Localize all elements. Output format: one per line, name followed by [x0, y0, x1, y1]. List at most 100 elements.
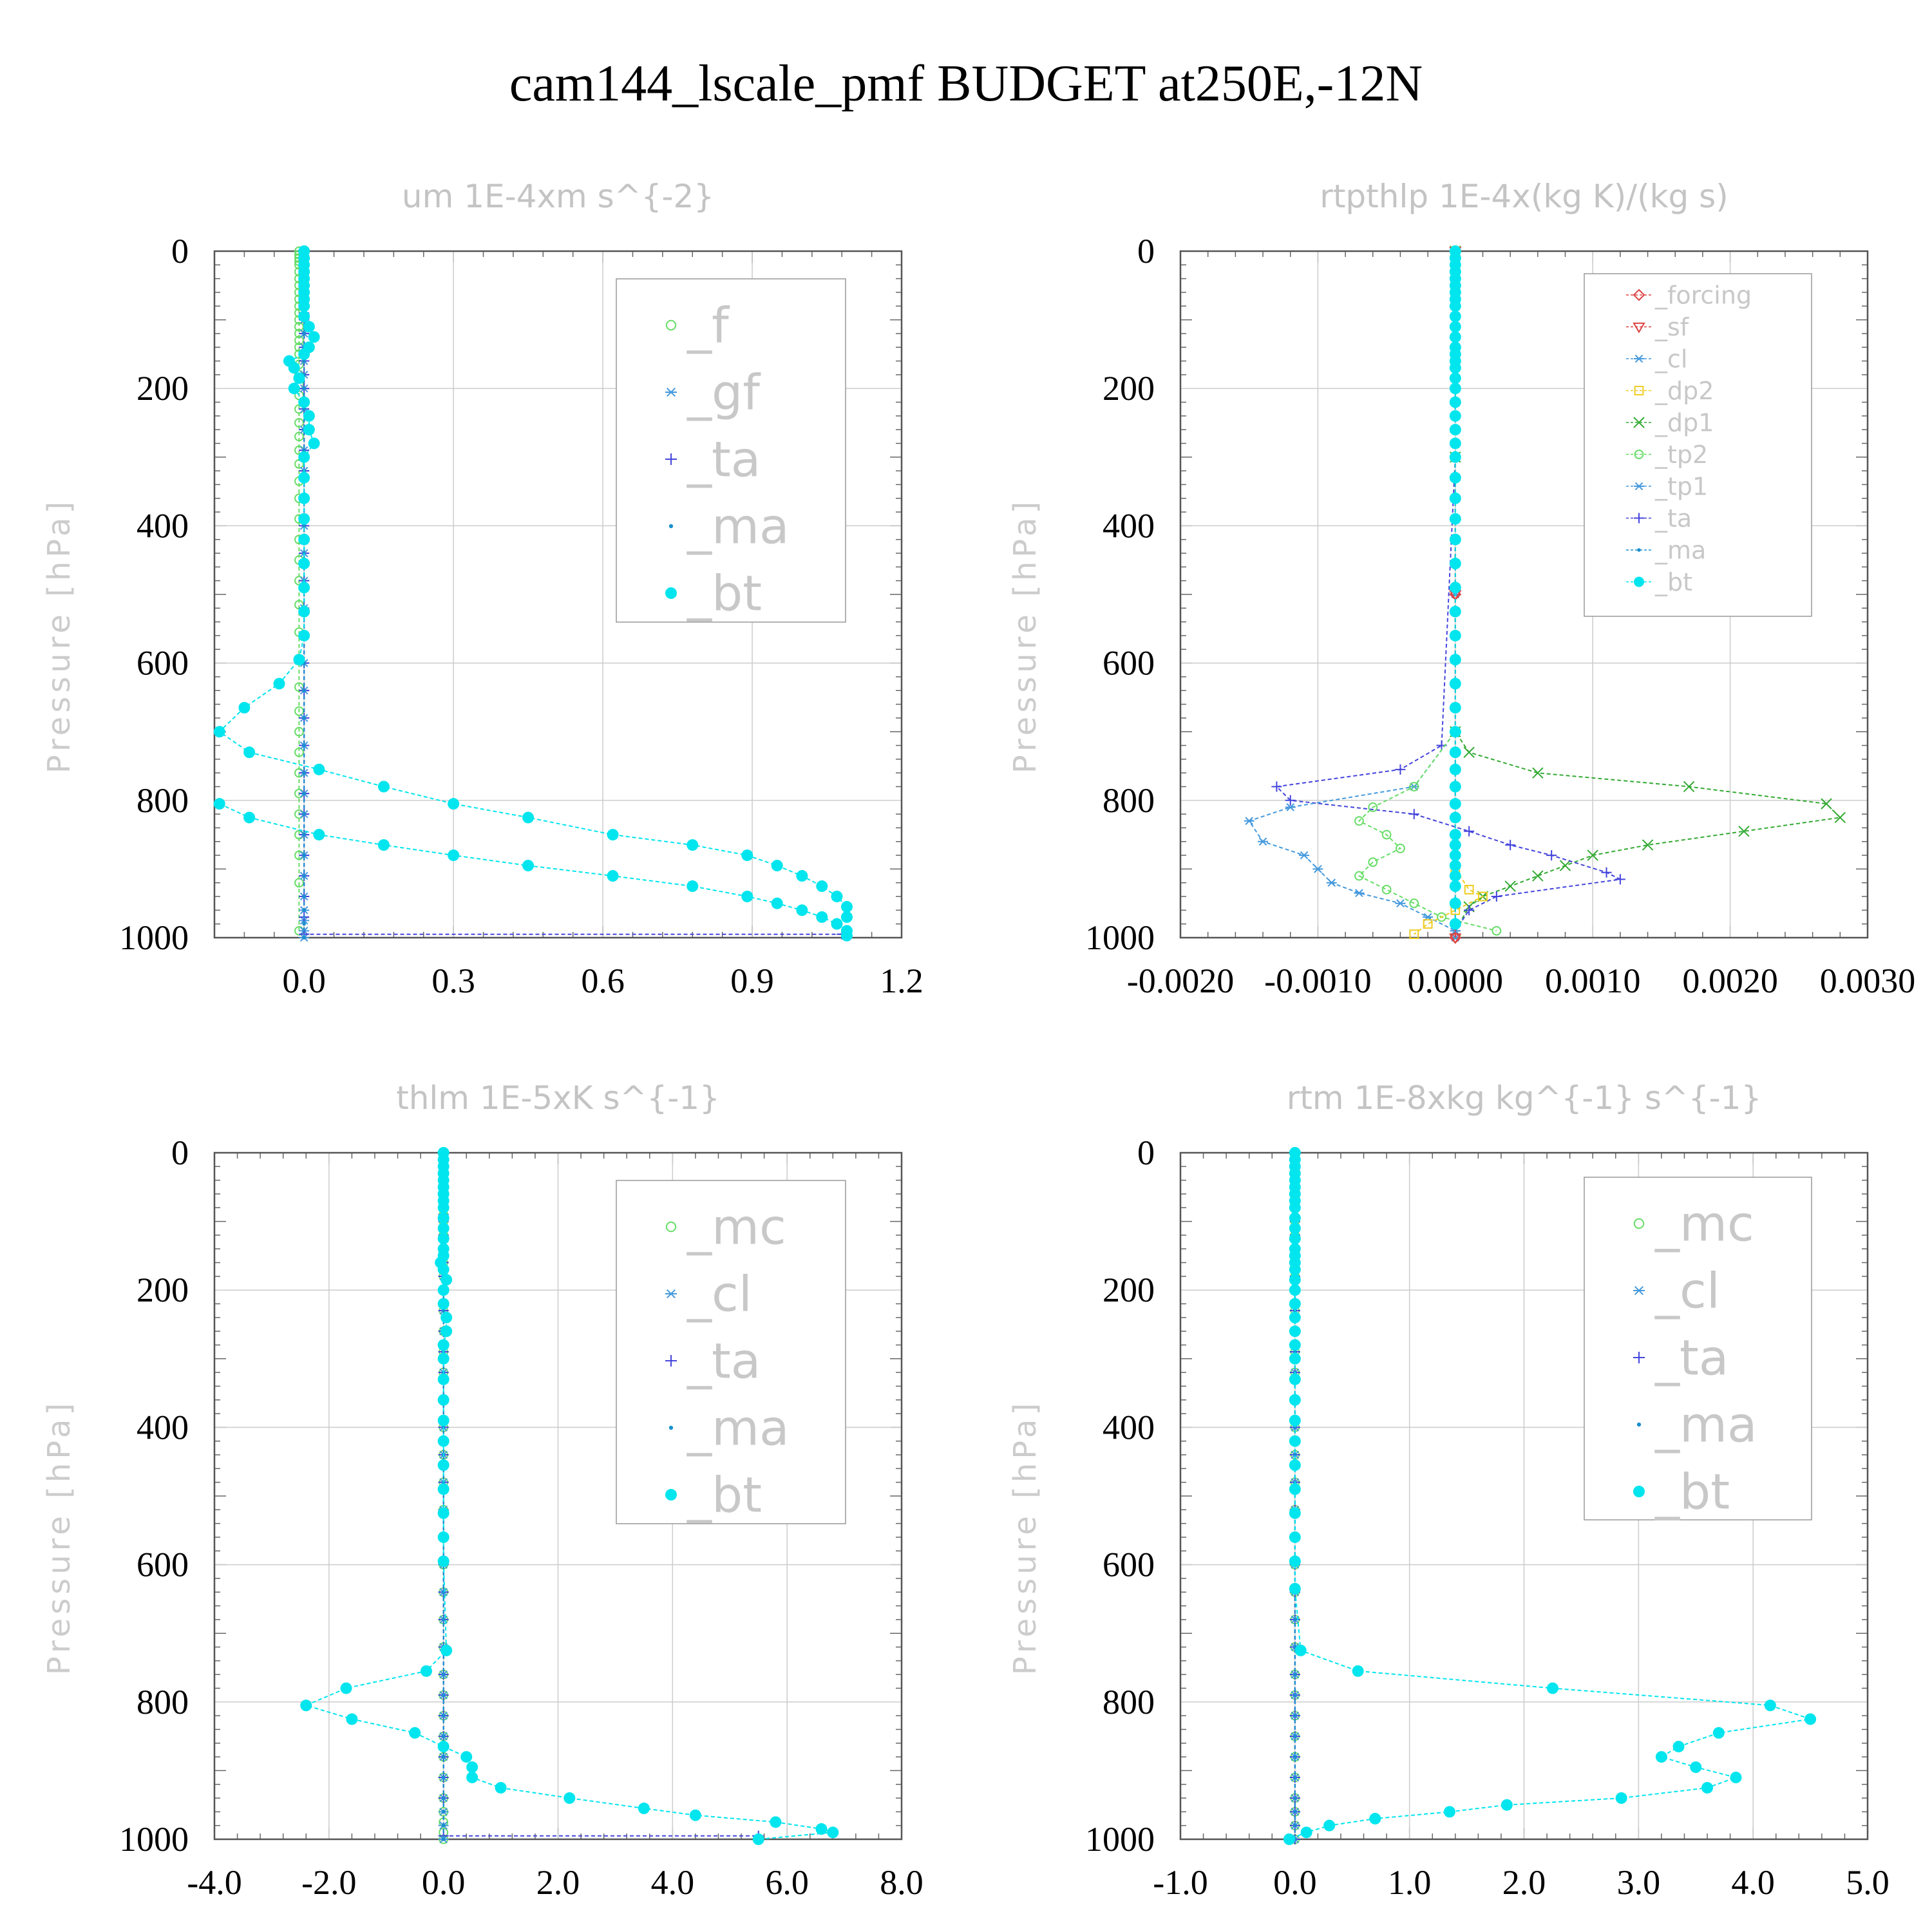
- legend-entry: _mc: [687, 1198, 786, 1256]
- data-point: [298, 451, 310, 463]
- data-point: [1449, 933, 1462, 944]
- x-tick-label: -0.0010: [1264, 961, 1371, 1000]
- series_bt: [1283, 1147, 1817, 1845]
- data-point: [831, 891, 843, 903]
- legend-entry: _ta: [1654, 504, 1692, 533]
- data-point: [308, 437, 320, 450]
- y-axis-label: Pressure [hPa]: [41, 1399, 77, 1675]
- x-tick-label: -0.0020: [1127, 961, 1234, 1000]
- data-point: [1449, 383, 1461, 395]
- data-point: [420, 1665, 432, 1677]
- data-point: [302, 895, 306, 898]
- y-tick-label: 200: [1103, 369, 1155, 408]
- x-tick-label: -1.0: [1153, 1863, 1208, 1902]
- legend: _mc _cl _ta _ma _bt: [1584, 1177, 1812, 1520]
- data-point: [313, 829, 325, 841]
- data-point: [1293, 1755, 1297, 1759]
- data-point: [1546, 850, 1557, 861]
- data-point: [437, 1531, 450, 1543]
- series-line: [1358, 251, 1497, 932]
- data-point: [441, 1734, 446, 1738]
- data-point: [831, 918, 843, 930]
- data-point: [1369, 1813, 1381, 1825]
- y-tick-label: 800: [137, 781, 189, 820]
- data-point: [1642, 839, 1654, 851]
- data-point: [796, 904, 808, 916]
- data-point: [1244, 817, 1255, 826]
- legend-entry: _ma: [1654, 536, 1706, 564]
- data-point: [298, 471, 310, 484]
- data-point: [1505, 840, 1516, 851]
- x-tick-label: 2.0: [1502, 1863, 1546, 1902]
- data-point: [1491, 891, 1502, 902]
- series-line: [1275, 251, 1623, 931]
- legend-marker: [1633, 1218, 1645, 1229]
- data-point: [840, 911, 853, 923]
- data-point: [1289, 1507, 1301, 1519]
- data-point: [752, 1833, 764, 1845]
- y-tick-label: 0: [171, 232, 189, 270]
- x-tick-label: 0.0010: [1545, 961, 1641, 1000]
- data-point: [1293, 1734, 1297, 1738]
- data-point: [302, 448, 306, 452]
- data-point: [1293, 1796, 1297, 1800]
- data-point: [607, 870, 619, 882]
- data-point: [437, 1373, 450, 1385]
- x-tick-label: 0.9: [730, 961, 774, 1000]
- data-point: [1449, 811, 1461, 824]
- data-point: [302, 771, 306, 775]
- data-point: [1326, 878, 1337, 887]
- data-point: [1821, 798, 1832, 810]
- legend-marker: [665, 453, 677, 465]
- data-point: [1312, 865, 1323, 873]
- legend: _forcing _sf _cl _dp2 _dp1 _tp2 _tp1 _ta _ma _bt: [1584, 273, 1812, 617]
- x-tick-label: 0.0: [1273, 1863, 1317, 1902]
- y-axis-label: Pressure [hPa]: [1007, 498, 1043, 773]
- data-point: [437, 1414, 450, 1426]
- data-point: [303, 424, 315, 436]
- data-point: [460, 1751, 473, 1763]
- legend-marker: [1633, 322, 1645, 334]
- data-point: [1285, 803, 1296, 811]
- legend-entry: _dp1: [1654, 408, 1714, 437]
- data-point: [1449, 558, 1461, 570]
- data-point: [1293, 1776, 1297, 1779]
- data-point: [564, 1792, 576, 1804]
- data-point: [1289, 1531, 1301, 1543]
- data-point: [1289, 1311, 1301, 1323]
- data-point: [437, 1741, 450, 1753]
- data-point: [293, 654, 305, 666]
- data-point: [687, 839, 699, 851]
- y-axis-label: Pressure [hPa]: [1007, 1399, 1043, 1675]
- data-point: [1395, 764, 1406, 775]
- data-point: [409, 1727, 421, 1739]
- data-point: [437, 1202, 450, 1214]
- legend-marker: [1634, 576, 1644, 587]
- series_tp1: [1244, 247, 1461, 935]
- data-point: [1449, 492, 1461, 504]
- data-point: [298, 582, 310, 594]
- data-point: [771, 860, 783, 872]
- legend-marker: [665, 587, 677, 599]
- data-point: [638, 1803, 650, 1815]
- data-point: [1464, 826, 1475, 837]
- data-point: [302, 791, 306, 795]
- data-point: [1449, 918, 1461, 930]
- legend-entry: _ta: [687, 1332, 761, 1390]
- series-line: [1454, 251, 1842, 931]
- data-point: [1293, 1810, 1297, 1814]
- chart-panel-3: thlm 1E-5xK s^{-1} Pressure [hPa] 0 200 400 6…: [41, 1079, 923, 1902]
- data-point: [302, 833, 306, 837]
- data-point: [1443, 1806, 1455, 1818]
- data-point: [437, 1394, 450, 1406]
- x-tick-label: 0.0: [282, 961, 326, 1000]
- data-point: [294, 321, 304, 332]
- data-point: [377, 781, 390, 793]
- plot-frame: [213, 250, 903, 939]
- plot-frame: [1179, 250, 1869, 939]
- data-point: [437, 1459, 450, 1472]
- data-point: [437, 1339, 450, 1351]
- data-point: [437, 1233, 450, 1245]
- data-point: [1293, 1672, 1297, 1676]
- data-point: [1449, 451, 1461, 463]
